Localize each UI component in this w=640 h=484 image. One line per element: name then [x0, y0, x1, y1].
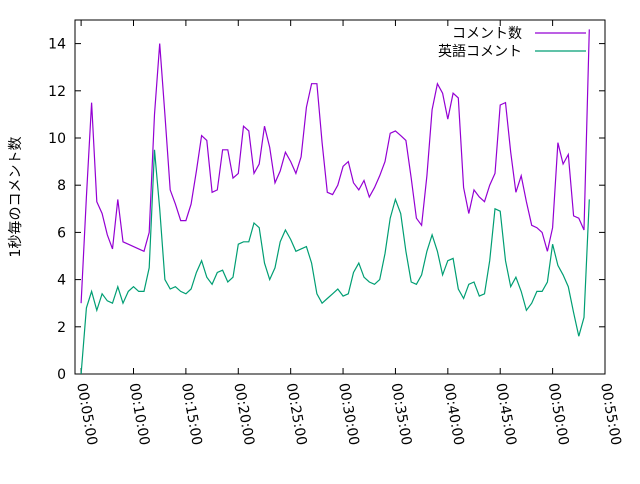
x-tick-label: 00:40:00: [440, 382, 467, 447]
y-tick-label: 4: [57, 273, 66, 289]
x-tick-label: 00:25:00: [283, 382, 310, 447]
x-tick-label: 00:15:00: [178, 382, 205, 447]
series-lines: [80, 29, 590, 375]
x-tick-label: 00:45:00: [492, 382, 519, 447]
x-tick-label: 00:05:00: [73, 382, 100, 447]
y-tick-label: 2: [57, 320, 66, 336]
y-tick-label: 6: [57, 225, 66, 241]
x-tick-label: 00:20:00: [230, 382, 257, 447]
x-tick-label: 00:55:00: [597, 382, 624, 447]
y-tick-label: 10: [48, 131, 66, 147]
x-tick-label: 00:35:00: [388, 382, 415, 447]
y-tick-label: 12: [48, 84, 66, 100]
y-axis-label: 1秒毎のコメント数: [8, 137, 24, 258]
plot-frame: [74, 19, 606, 375]
series-line-1: [80, 149, 590, 375]
series-line-0: [80, 29, 590, 304]
legend-label: コメント数: [452, 26, 522, 42]
x-tick-label: 00:50:00: [545, 382, 572, 447]
legend-label: 英語コメント: [438, 43, 522, 60]
x-tick-label: 00:10:00: [126, 382, 153, 447]
y-tick-label: 14: [48, 37, 66, 53]
y-axis-ticks: 0 2 4 6 8 10 12 14: [48, 37, 605, 383]
y-tick-label: 8: [57, 178, 66, 194]
x-axis-ticks: 00:05:00 00:10:00 00:15:00 00:20:00 00:25:00…: [73, 20, 624, 447]
y-tick-label: 0: [57, 367, 66, 383]
x-tick-label: 00:30:00: [335, 382, 362, 447]
